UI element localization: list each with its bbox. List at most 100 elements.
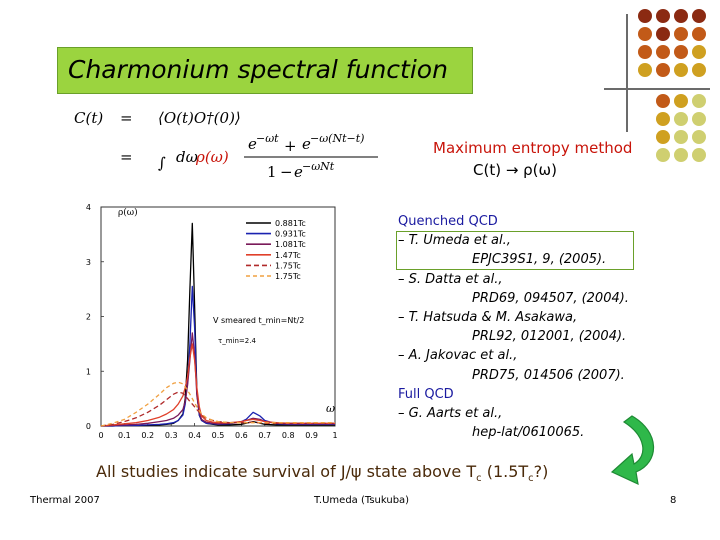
x-tick-label: 0.3 xyxy=(165,431,178,440)
decorative-dot xyxy=(692,94,706,108)
reference-line: – T. Hatsuda & M. Asakawa, xyxy=(398,309,578,325)
highlight-box xyxy=(396,231,634,270)
plot-xlabel: ω xyxy=(326,402,335,415)
legend-label: 0.931Tc xyxy=(275,230,306,239)
x-tick-label: 0.9 xyxy=(305,431,318,440)
decorative-dot xyxy=(638,63,652,77)
plot-ylabel: ρ(ω) xyxy=(118,207,138,218)
x-tick-label: 0.6 xyxy=(235,431,248,440)
reference-line: PRD75, 014506 (2007). xyxy=(472,367,625,383)
legend-label: 1.47Tc xyxy=(275,251,301,260)
decorative-dot xyxy=(692,45,706,59)
formula-integral: ∫ xyxy=(158,154,166,172)
slide-title: Charmonium spectral function xyxy=(68,55,448,84)
decorative-dot xyxy=(656,112,670,126)
plot-axes-frame xyxy=(100,206,336,427)
reference-line: Quenched QCD xyxy=(398,214,498,229)
decorative-dot xyxy=(692,27,706,41)
decorative-dot xyxy=(674,63,688,77)
series-line xyxy=(100,381,335,427)
formula-num-e1: e xyxy=(248,135,257,153)
x-tick-label: 0.7 xyxy=(258,431,271,440)
divider-horizontal xyxy=(604,88,710,90)
reference-line: PRL92, 012001, (2004). xyxy=(472,329,627,345)
reference-line: – T. Umeda et al., xyxy=(398,233,511,249)
conclusion-sub1: c xyxy=(476,473,482,485)
title-banner xyxy=(57,47,473,94)
reference-line: – S. Datta et al., xyxy=(398,271,503,287)
x-tick-label: 0.1 xyxy=(118,431,131,440)
decorative-dot xyxy=(674,94,688,108)
conclusion-sub2: c xyxy=(528,473,534,485)
reference-line: PRD69, 094507, (2004). xyxy=(472,290,629,306)
x-tick-label: 0.5 xyxy=(212,431,225,440)
page-number: 8 xyxy=(670,495,677,506)
conclusion-post: ?) xyxy=(533,462,549,481)
formula-lhs: C(t) xyxy=(74,109,103,127)
reference-list: Quenched QCD – T. Umeda et al., EPJC39S1, … xyxy=(398,212,629,442)
formula-num-exp2: −ω(Nt−t) xyxy=(310,132,364,145)
formula-den-minus: − xyxy=(280,163,293,181)
y-tick-label: 1 xyxy=(86,367,91,376)
legend-label: 1.75Tc xyxy=(275,272,301,281)
footer-event: Thermal 2007 xyxy=(30,495,100,506)
y-tick-label: 2 xyxy=(86,313,91,322)
decorative-dot xyxy=(656,130,670,144)
x-tick-label: 0.2 xyxy=(141,431,154,440)
conclusion-pre: All studies indicate survival of J/ψ sta… xyxy=(96,462,477,481)
decorative-dot xyxy=(656,27,670,41)
divider-vertical xyxy=(626,14,628,132)
decorative-dot xyxy=(692,130,706,144)
formula-num-e2: e xyxy=(302,135,311,153)
formula-num-exp1: −ωt xyxy=(256,132,279,145)
decorative-dot xyxy=(674,45,688,59)
correlator-formula: C(t) = ⟨O(t)O†(0)⟩ = ∫ dω ρ(ω) e −ωt + e… xyxy=(74,109,378,181)
method-relation: C(t) → ρ(ω) xyxy=(473,161,557,179)
series-line xyxy=(100,391,335,427)
x-tick-label: 0.4 xyxy=(188,431,201,440)
reference-line: hep-lat/0610065. xyxy=(472,425,585,441)
reference-line: – A. Jakovac et al., xyxy=(398,348,518,364)
x-tick-label: 0 xyxy=(98,431,103,440)
formula-den-one: 1 xyxy=(267,163,277,181)
decorative-dot xyxy=(692,148,706,162)
reference-line: – G. Aarts et al., xyxy=(398,405,503,421)
curved-arrow-icon xyxy=(610,415,655,486)
formula-num-plus: + xyxy=(284,137,297,155)
y-tick-label: 3 xyxy=(86,258,91,267)
formula-den-e: e xyxy=(294,163,303,181)
decorative-dot xyxy=(692,63,706,77)
formula-rhs1: ⟨O(t)O†(0)⟩ xyxy=(158,109,241,127)
decorative-dot xyxy=(674,27,688,41)
decorative-dot xyxy=(656,148,670,162)
decorative-dot xyxy=(692,9,706,23)
plot-annotation-smeared: V smeared t_min=Nt/2 xyxy=(213,316,304,325)
conclusion-text: All studies indicate survival of J/ψ sta… xyxy=(96,462,548,484)
formula-equals-1: = xyxy=(120,109,133,127)
spectral-function-plot: 0 0.1 0.2 0.3 0.4 0.5 0.6 0.7 0.8 0.9 1 0 1 2 3 4 0.881… xyxy=(86,203,338,440)
x-tick-label: 0.8 xyxy=(282,431,295,440)
formula-measure: dω xyxy=(176,148,198,166)
decorative-dot xyxy=(674,112,688,126)
decorative-dot xyxy=(674,130,688,144)
reference-line: EPJC39S1, 9, (2005). xyxy=(472,252,607,268)
x-tick-label: 1 xyxy=(332,431,337,440)
decorative-dot xyxy=(656,94,670,108)
decorative-dot xyxy=(638,27,652,41)
formula-den-exp: −ωNt xyxy=(302,160,335,173)
method-label: Maximum entropy method xyxy=(433,139,633,157)
formula-equals-2: = xyxy=(120,148,133,166)
legend-label: 0.881Tc xyxy=(275,219,306,228)
decorative-dot xyxy=(656,9,670,23)
y-tick-label: 0 xyxy=(86,422,91,431)
decorative-dot xyxy=(656,45,670,59)
decorative-dot xyxy=(674,148,688,162)
formula-rho: ρ(ω) xyxy=(195,148,229,166)
reference-line: Full QCD xyxy=(398,386,454,402)
footer-author: T.Umeda (Tsukuba) xyxy=(314,495,410,506)
plot-annotation-tau: τ_min=2.4 xyxy=(218,337,256,345)
decorative-dot xyxy=(674,9,688,23)
conclusion-mid: (1.5T xyxy=(481,462,529,481)
decorative-dot xyxy=(692,112,706,126)
decorative-dot xyxy=(638,9,652,23)
